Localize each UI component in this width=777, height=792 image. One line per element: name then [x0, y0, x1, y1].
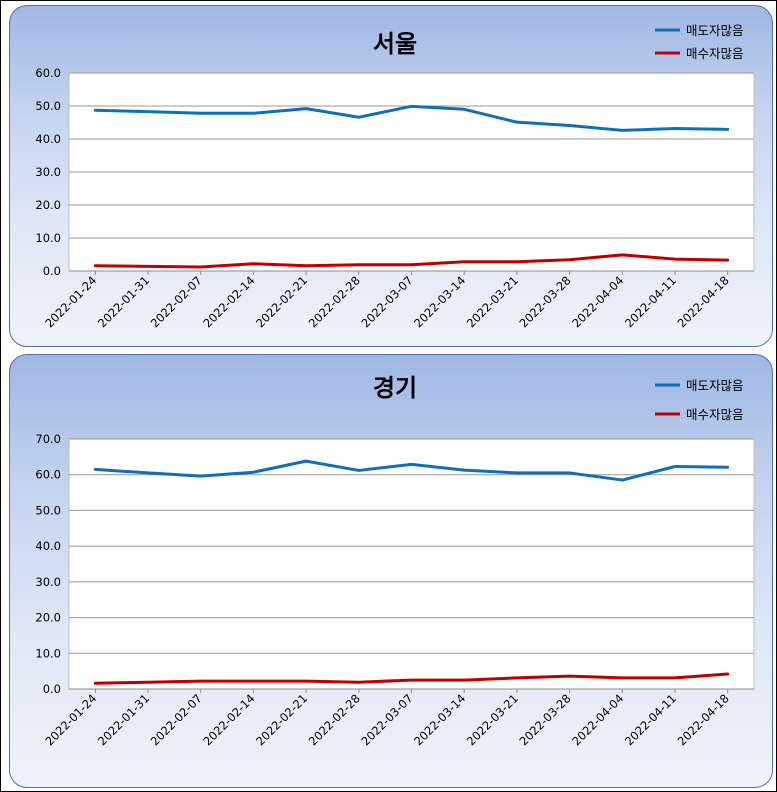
y-tick-label: 60.0	[35, 468, 61, 482]
series-line-매도자많음	[93, 459, 730, 482]
x-tick-label: 2022-03-07	[358, 273, 415, 330]
y-tick-label: 30.0	[35, 165, 61, 179]
y-tick-label: 40.0	[35, 539, 61, 553]
y-tick-label: 40.0	[35, 132, 61, 146]
chart-seoul: 서울 0.0 10.0 20.0 30.0 40.0 50.0 60.0 2022-01-2…	[35, 23, 755, 330]
x-tick-label: 2022-04-04	[569, 273, 626, 330]
y-tick-label: 0.0	[43, 682, 61, 696]
x-tick-label: 2022-02-14	[200, 691, 257, 748]
y-tick-label: 50.0	[35, 99, 61, 113]
x-tick-label: 2022-04-04	[569, 691, 626, 748]
x-tick-label: 2022-03-21	[464, 691, 521, 748]
x-tick-label: 2022-02-14	[200, 273, 257, 330]
y-tick-label: 50.0	[35, 503, 61, 517]
x-tick-label: 2022-02-21	[253, 691, 310, 748]
chart-panel-seoul: 서울 0.0 10.0 20.0 30.0 40.0 50.0 60.0 2022-01-2…	[9, 5, 773, 347]
x-tick-label: 2022-02-28	[306, 273, 363, 330]
y-tick-label: 20.0	[35, 611, 61, 625]
x-tick-label: 2022-03-14	[411, 691, 468, 748]
x-tick-label: 2022-03-28	[517, 273, 574, 330]
x-tick-label: 2022-02-28	[306, 691, 363, 748]
y-tick-label: 10.0	[35, 646, 61, 660]
legend: 매도자많음 매수자많음	[655, 23, 744, 61]
x-tick-label: 2022-03-21	[464, 273, 521, 330]
x-tick-label: 2022-02-07	[148, 273, 205, 330]
plot-area	[68, 438, 755, 690]
legend: 매도자많음 매수자많음	[655, 378, 744, 422]
series-line-매수자많음	[93, 253, 730, 269]
x-tick-label: 2022-01-31	[95, 691, 152, 748]
x-tick-label: 2022-01-24	[42, 691, 99, 748]
series-line-매수자많음	[93, 672, 730, 685]
x-tick-label: 2022-04-18	[675, 273, 732, 330]
x-tick-label: 2022-04-11	[622, 273, 679, 330]
chart-title: 서울	[373, 30, 417, 58]
x-tick-label: 2022-02-21	[253, 273, 310, 330]
chart-title: 경기	[373, 374, 417, 402]
y-tick-label: 10.0	[35, 231, 61, 245]
chart-panel-gyeonggi: 경기 0.0 10.0 20.0 30.0 40.0 50.0 60.0 70.0 2022-…	[9, 354, 773, 788]
x-tick-label: 2022-03-14	[411, 273, 468, 330]
x-tick-label: 2022-02-07	[148, 691, 205, 748]
y-tick-label: 30.0	[35, 575, 61, 589]
chart-gyeonggi: 경기 0.0 10.0 20.0 30.0 40.0 50.0 60.0 70.0 2022-…	[35, 374, 755, 748]
legend-label: 매도자많음	[686, 23, 744, 38]
x-tick-label: 2022-01-24	[42, 273, 99, 330]
legend-label: 매수자많음	[686, 407, 744, 422]
y-tick-label: 20.0	[35, 198, 61, 212]
legend-label: 매수자많음	[686, 46, 744, 61]
x-tick-label: 2022-03-28	[517, 691, 574, 748]
y-tick-label: 60.0	[35, 66, 61, 80]
y-tick-label: 70.0	[35, 432, 61, 446]
x-tick-label: 2022-04-11	[622, 691, 679, 748]
y-tick-label: 0.0	[43, 264, 61, 278]
x-tick-label: 2022-04-18	[675, 691, 732, 748]
x-tick-label: 2022-01-31	[95, 273, 152, 330]
series-line-매도자많음	[93, 104, 730, 132]
x-tick-label: 2022-03-07	[358, 691, 415, 748]
legend-label: 매도자많음	[686, 378, 744, 393]
